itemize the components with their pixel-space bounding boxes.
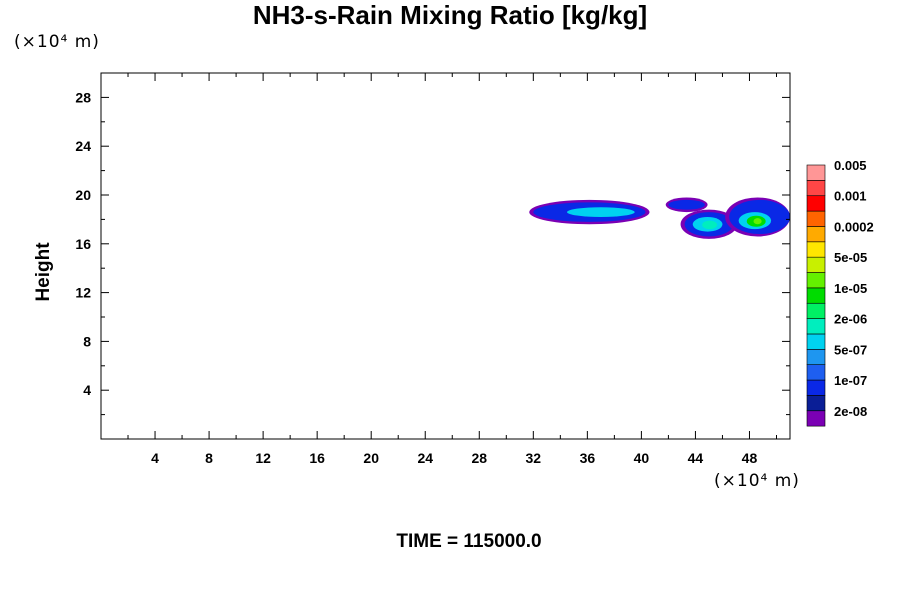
- colorbar-swatch: [806, 164, 826, 181]
- colorbar-label: 0.0002: [834, 219, 874, 234]
- colorbar-label: 1e-05: [834, 281, 867, 296]
- x-tick-label: 28: [471, 450, 487, 466]
- x-tick-label: 44: [688, 450, 704, 466]
- colorbar-swatch: [806, 318, 826, 335]
- y-tick-label: 8: [83, 333, 91, 349]
- x-tick-label: 36: [580, 450, 596, 466]
- colorbar-label: 0.005: [834, 158, 867, 173]
- colorbar-swatch: [806, 333, 826, 350]
- colorbar-label: 1e-07: [834, 373, 867, 388]
- x-tick-label: 40: [634, 450, 650, 466]
- colorbar-swatch: [806, 256, 826, 273]
- colorbar-swatch: [806, 302, 826, 319]
- contour-region-2: [567, 207, 635, 217]
- contour-region-8: [702, 220, 718, 230]
- y-tick-label: 24: [75, 138, 91, 154]
- y-axis-unit: (×10⁴ m): [14, 32, 100, 52]
- colorbar-swatch: [806, 287, 826, 304]
- colorbar-label: 2e-06: [834, 312, 867, 327]
- x-tick-label: 32: [526, 450, 542, 466]
- colorbar-swatch: [806, 210, 826, 227]
- colorbar-label: 0.001: [834, 189, 867, 204]
- plot-frame: [100, 72, 791, 440]
- time-label: TIME = 115000.0: [396, 531, 542, 552]
- colorbar-swatch: [806, 410, 826, 427]
- colorbar-swatch: [806, 379, 826, 396]
- x-tick-label: 16: [309, 450, 325, 466]
- colorbar-label: 5e-07: [834, 342, 867, 357]
- x-axis-unit: (×10⁴ m): [714, 471, 800, 491]
- colorbar-swatch: [806, 272, 826, 289]
- x-tick-label: 48: [742, 450, 758, 466]
- x-tick-label: 4: [151, 450, 159, 466]
- y-tick-label: 20: [75, 187, 91, 203]
- colorbar-swatch: [806, 395, 826, 412]
- y-tick-label: 28: [75, 89, 91, 105]
- contour-region-4: [668, 199, 705, 210]
- colorbar-swatch: [806, 241, 826, 258]
- y-tick-label: 12: [75, 285, 91, 301]
- contour-region-13: [753, 218, 762, 225]
- colorbar-swatch: [806, 180, 826, 197]
- colorbar-swatch: [806, 349, 826, 365]
- x-tick-label: 8: [205, 450, 213, 466]
- contour-regions: [529, 197, 790, 239]
- x-tick-label: 12: [255, 450, 271, 466]
- colorbar-swatch: [806, 195, 826, 212]
- colorbar: 2e-08 1e-07 5e-07 2e-06 1e-05 5e-05 0.0002 0.00…: [806, 158, 874, 427]
- y-tick-label: 16: [75, 236, 91, 252]
- colorbar-label: 2e-08: [834, 404, 867, 419]
- y-tick-label: 4: [83, 382, 91, 398]
- colorbar-label: 5e-05: [834, 250, 867, 265]
- colorbar-swatch: [806, 364, 826, 381]
- x-tick-label: 20: [363, 450, 379, 466]
- chart-title: NH3-s-Rain Mixing Ratio [kg/kg]: [252, 0, 648, 30]
- colorbar-swatch: [806, 226, 826, 243]
- x-tick-label: 24: [417, 450, 433, 466]
